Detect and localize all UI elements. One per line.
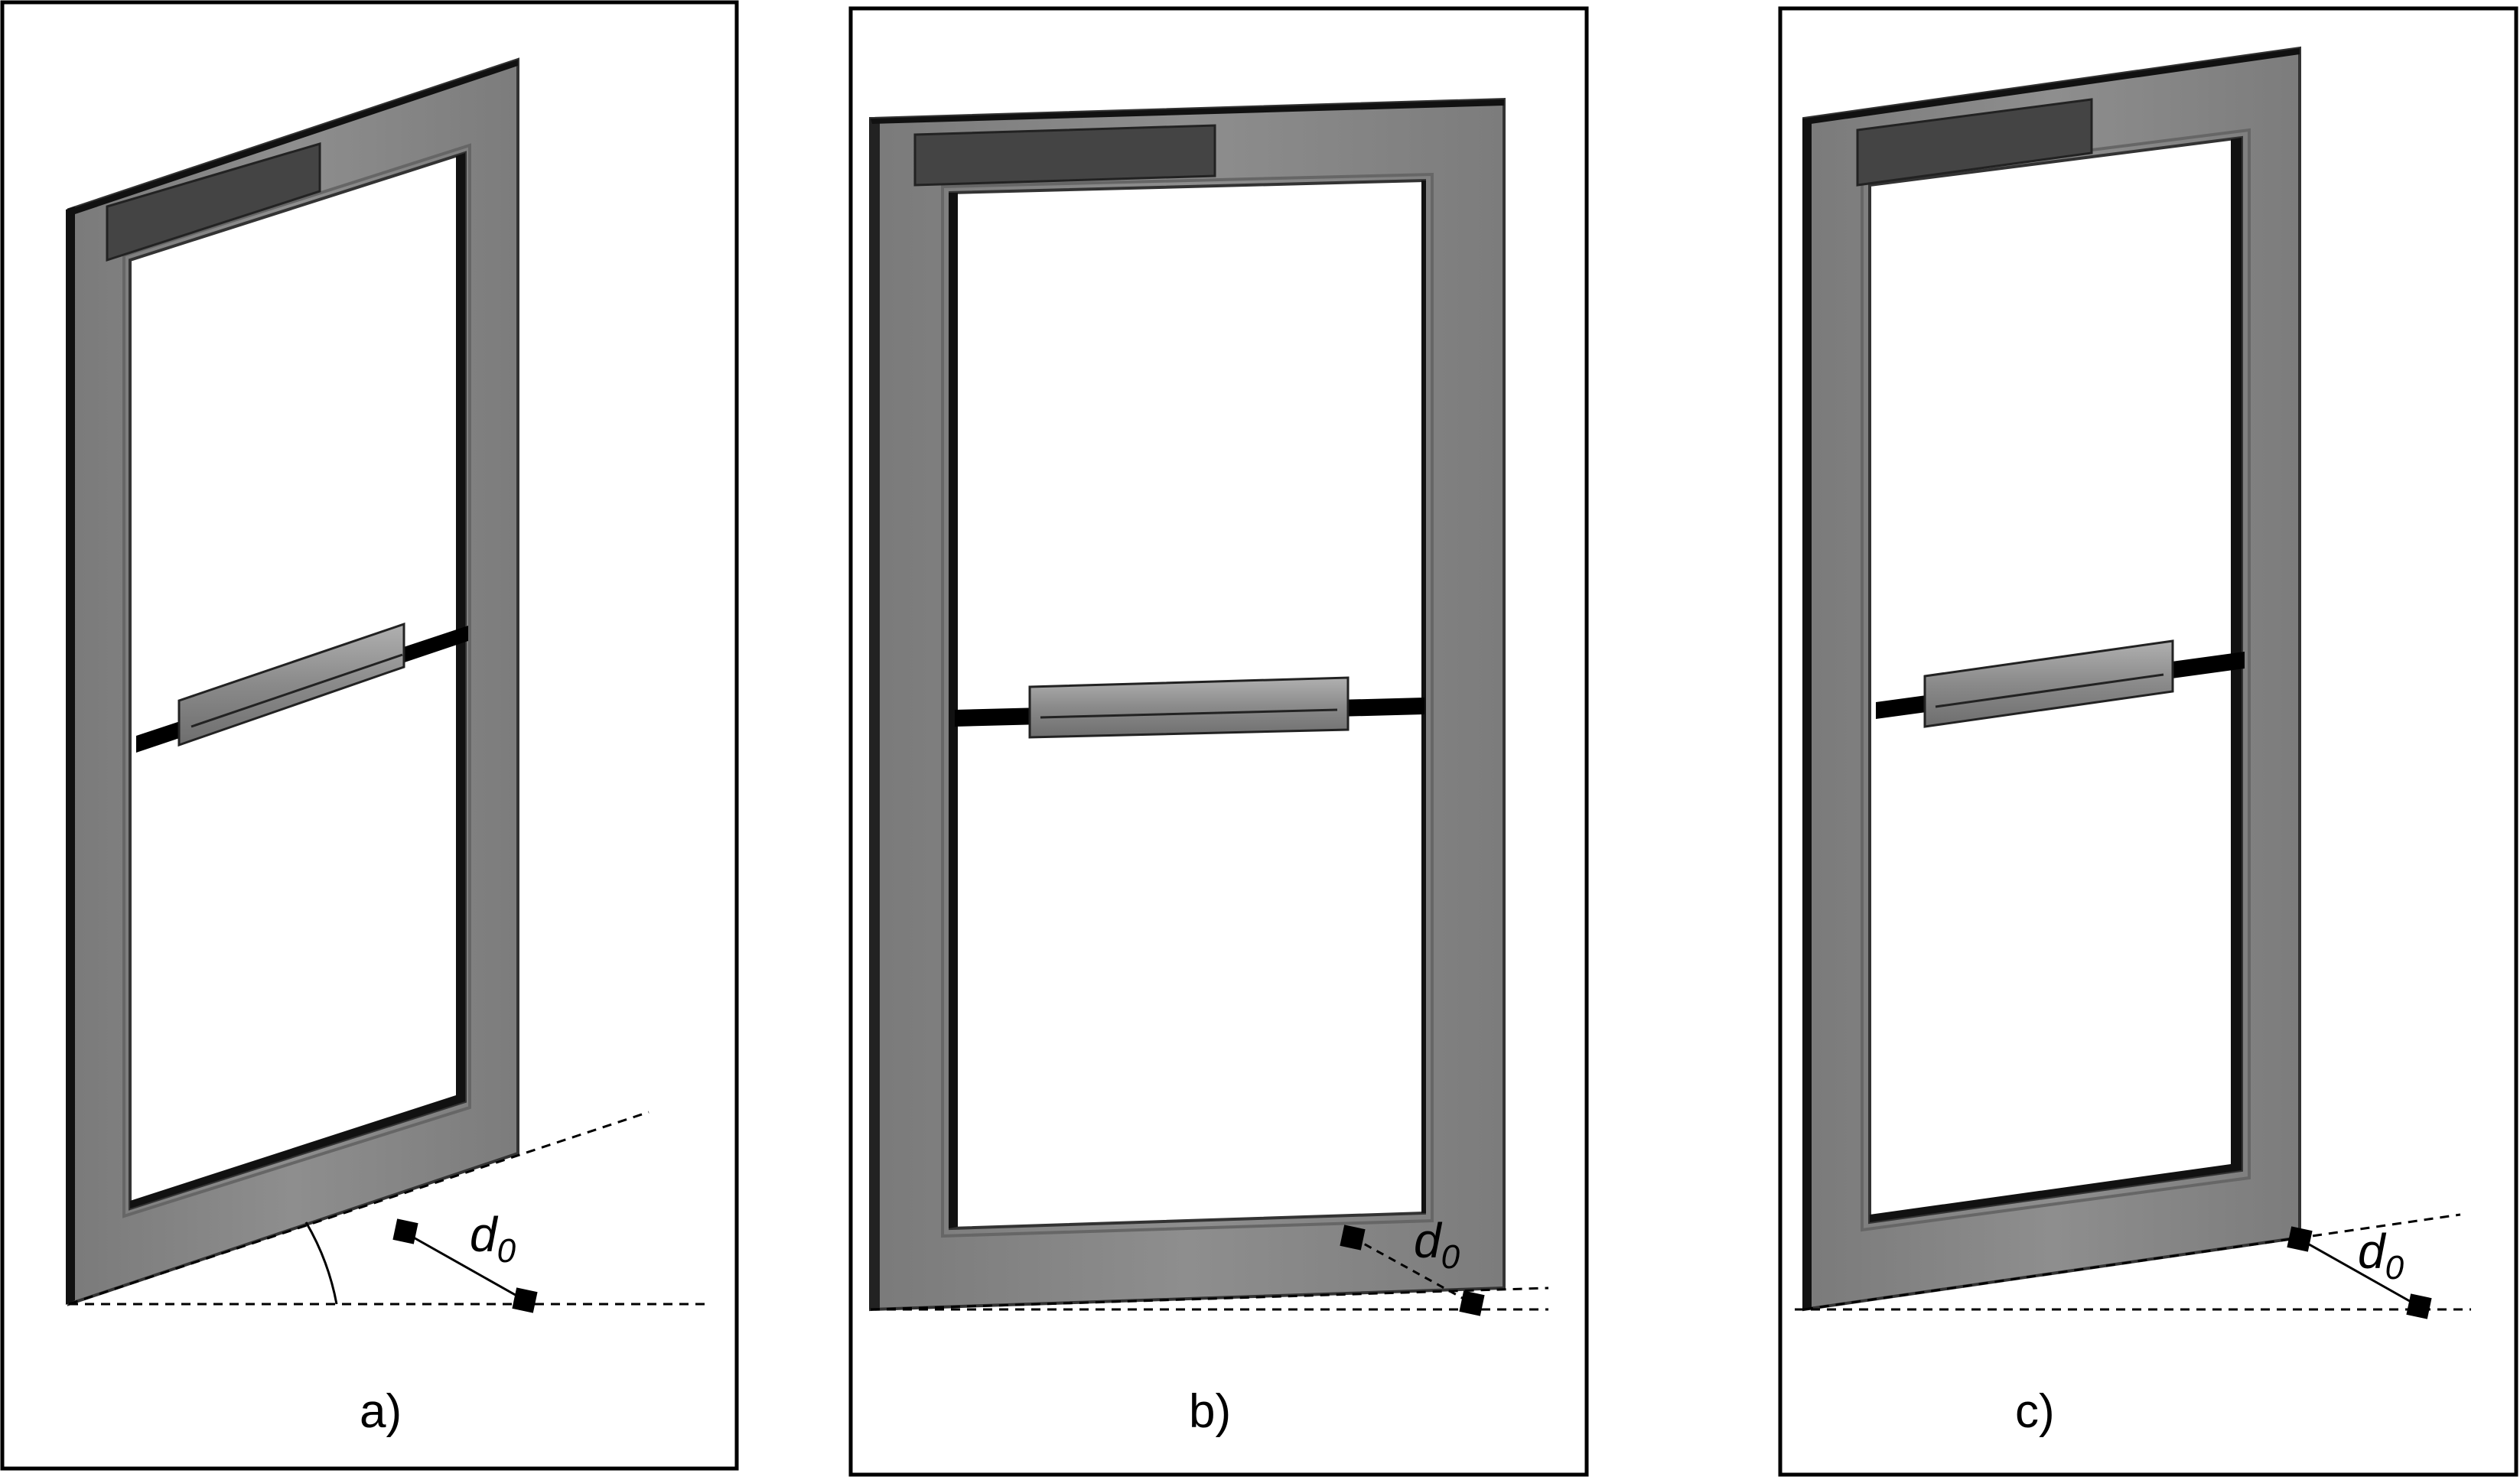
panel-c-d0-label: d0	[2358, 1224, 2404, 1286]
door-c-top-edge	[1804, 48, 2300, 125]
panel-b-d0-line	[1352, 1236, 1473, 1305]
panel-c-d0-line	[2299, 1238, 2420, 1308]
panel-a-angle-arc	[304, 1221, 338, 1305]
panel-a-d0-end-marker	[512, 1287, 538, 1313]
door-c-handle-line	[1935, 673, 2164, 708]
door-b-top-edge	[871, 99, 1504, 124]
door-c-left-edge	[1802, 118, 1812, 1309]
door-b-inner-shadow	[949, 193, 958, 1228]
door-a	[66, 57, 519, 1306]
door-a-left-edge	[66, 207, 75, 1305]
door-a-label-plate	[106, 141, 321, 262]
panel-c-label: c)	[2015, 1385, 2055, 1438]
panel-b-border	[848, 6, 1589, 1477]
door-b-inner-bevel	[941, 172, 1434, 1238]
door-a-inner-bevel	[122, 143, 471, 1218]
panel-a-tilt-line	[68, 1111, 650, 1306]
panel-b-d0-start-marker	[1340, 1225, 1366, 1251]
panel-a-label: a)	[360, 1385, 402, 1438]
door-b-label-plate	[913, 124, 1216, 187]
panel-a: d0 a)	[0, 0, 739, 1471]
door-c-label-plate	[1856, 98, 2093, 187]
door-c	[1802, 46, 2301, 1312]
door-a-handle-line	[190, 653, 403, 728]
panel-a-border	[0, 0, 739, 1471]
panel-c-tilt-line	[1803, 1213, 2461, 1311]
door-b-handle-line	[1040, 708, 1338, 719]
panel-b-d0-end-marker	[1459, 1290, 1485, 1316]
door-c-inner-bevel	[1861, 128, 2251, 1232]
door-b-inner-right-line	[1421, 181, 1426, 1213]
panel-c-d0-end-marker	[2406, 1293, 2432, 1319]
door-a-handle	[177, 622, 405, 747]
panel-b-d0-label: d0	[1414, 1213, 1460, 1276]
panel-a-d0-line	[405, 1231, 526, 1302]
panel-c: d0 c)	[1778, 6, 2518, 1477]
door-b-left-edge	[869, 119, 880, 1309]
door-b-handle	[1028, 676, 1350, 739]
door-a-top-edge	[69, 60, 518, 216]
panel-c-border	[1778, 6, 2518, 1477]
door-c-handle	[1923, 639, 2174, 728]
panel-a-d0-start-marker	[392, 1218, 418, 1244]
panel-b: d0 b)	[848, 6, 1589, 1477]
panel-a-d0-label: d0	[470, 1207, 516, 1270]
panel-b-label: b)	[1189, 1385, 1231, 1438]
door-b	[869, 97, 1506, 1312]
panel-b-tilt-line	[870, 1286, 1549, 1311]
panel-c-d0-start-marker	[2287, 1226, 2313, 1252]
